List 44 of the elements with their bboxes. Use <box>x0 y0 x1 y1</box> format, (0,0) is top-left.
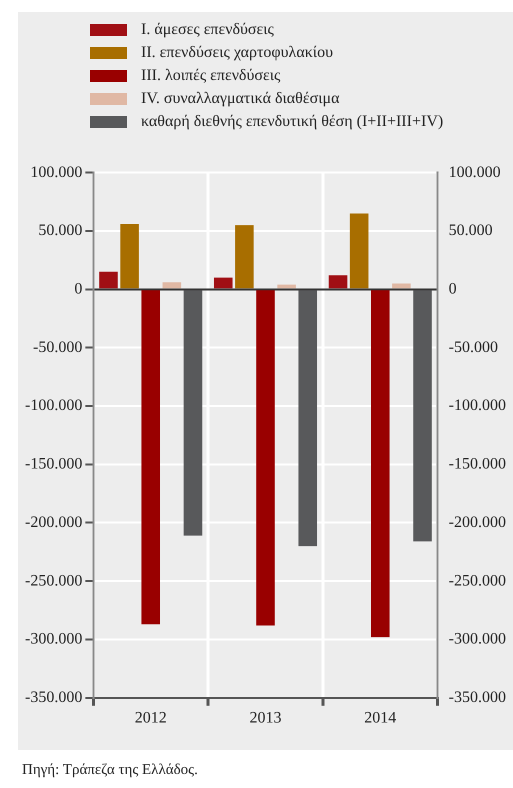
x-tick-label: 2013 <box>250 710 282 727</box>
y2-tick-label: -150.000 <box>448 456 506 473</box>
y-tick-label: 100.000 <box>30 164 82 181</box>
bar <box>120 224 139 288</box>
y2-tick-label: 0 <box>448 280 457 298</box>
y2-tick-label: -200.000 <box>448 514 506 531</box>
y2-tick-label: 100.000 <box>448 164 501 181</box>
y-tick-label: -150.000 <box>25 456 82 473</box>
y2-tick-label: -50.000 <box>448 338 498 356</box>
y-tick-label: -200.000 <box>25 514 82 531</box>
bar <box>413 290 432 542</box>
legend-label: καθαρή διεθνής επενδυτική θέση (I+II+III+IV) <box>141 112 444 130</box>
bar <box>99 272 118 288</box>
legend-label: IV. συναλλαγματικά διαθέσιμα <box>141 90 340 108</box>
bar <box>350 213 368 288</box>
legend-label: III. λοιπές επενδύσεις <box>141 66 280 84</box>
bar <box>184 290 202 536</box>
y-tick-label: 0 <box>74 280 82 298</box>
y-tick-label: -350.000 <box>25 689 82 706</box>
y2-tick-label: -100.000 <box>448 397 506 414</box>
y-tick-label: -100.000 <box>25 397 82 414</box>
bar <box>328 275 348 288</box>
bar <box>370 290 390 638</box>
y2-tick-label: -300.000 <box>448 630 506 648</box>
y-tick-label: 50.000 <box>38 222 82 240</box>
bar <box>235 225 254 288</box>
bar <box>214 278 233 288</box>
y2-tick-label: 50.000 <box>448 222 493 240</box>
y-tick-label: -50.000 <box>33 338 82 356</box>
legend-label: I. άμεσες επενδύσεις <box>141 20 274 38</box>
bar <box>392 283 411 288</box>
bar <box>256 290 275 626</box>
bar <box>277 284 296 288</box>
legend-label: II. επενδύσεις χαρτοφυλακίου <box>141 44 333 62</box>
y2-tick-label: -250.000 <box>448 572 506 590</box>
y-tick-label: -300.000 <box>25 630 82 648</box>
bar <box>162 282 182 288</box>
y-tick-label: -250.000 <box>25 572 82 590</box>
x-tick-label: 2014 <box>364 710 396 727</box>
bar <box>298 290 318 546</box>
y2-tick-label: -350.000 <box>448 689 506 706</box>
text: Πηγή: Τράπεζα της Ελλάδος. <box>22 762 198 779</box>
bar <box>141 290 160 624</box>
x-tick-label: 2012 <box>134 710 167 727</box>
